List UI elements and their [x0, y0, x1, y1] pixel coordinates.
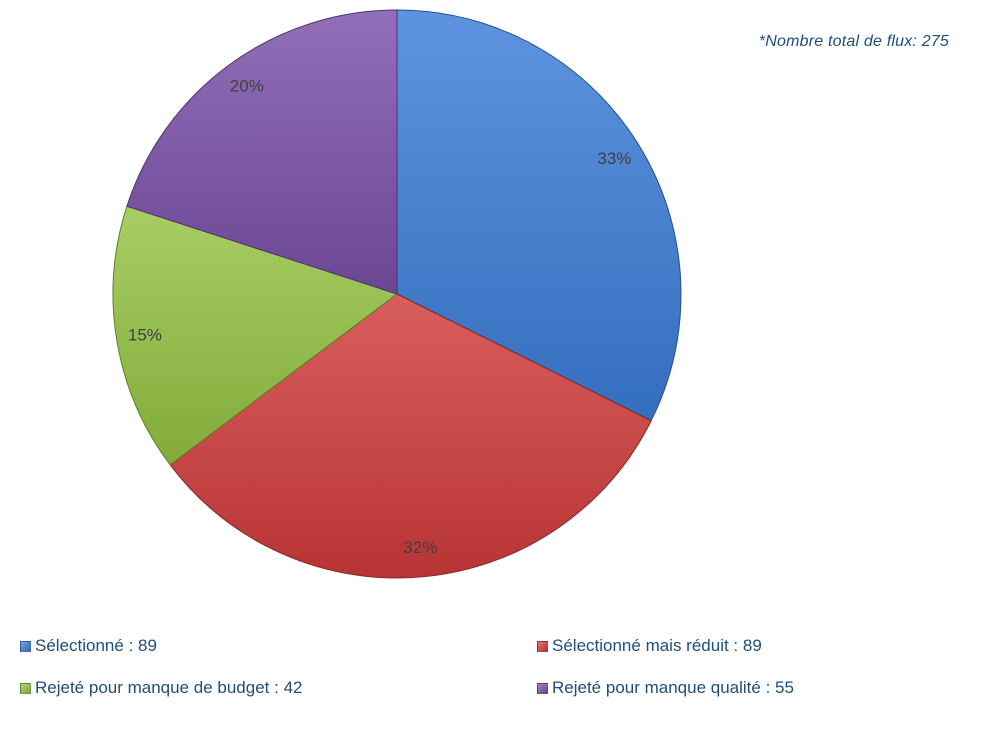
legend-item-selectionne: Sélectionné : 89 — [20, 636, 157, 656]
total-flows-note: *Nombre total de flux: 275 — [758, 33, 949, 50]
legend-swatch — [20, 640, 31, 652]
slice-percent-label: 33% — [597, 149, 631, 168]
legend-swatch — [537, 682, 548, 694]
slice-selectionne — [396, 9, 682, 422]
legend-label: Rejeté pour manque de budget : 42 — [35, 678, 303, 697]
legend-item-rejete-budget: Rejeté pour manque de budget : 42 — [20, 678, 302, 698]
legend-swatch — [20, 682, 31, 694]
pie-chart: 33% 32% 15% 20% — [112, 9, 682, 579]
slice-rejete-budget — [112, 205, 399, 466]
slice-selectionne-reduit — [169, 293, 652, 579]
slice-percent-label: 32% — [403, 538, 437, 557]
legend-label: Sélectionné mais réduit : 89 — [552, 636, 762, 655]
slice-rejete-qualite — [126, 9, 398, 295]
legend-item-rejete-qualite: Rejeté pour manque qualité : 55 — [537, 678, 794, 698]
slice-percent-label: 20% — [230, 77, 264, 96]
legend-swatch — [537, 640, 548, 652]
legend-label: Rejeté pour manque qualité : 55 — [552, 678, 794, 697]
legend-item-selectionne-reduit: Sélectionné mais réduit : 89 — [537, 636, 762, 656]
slice-percent-label: 15% — [128, 326, 162, 345]
legend-label: Sélectionné : 89 — [35, 636, 157, 655]
